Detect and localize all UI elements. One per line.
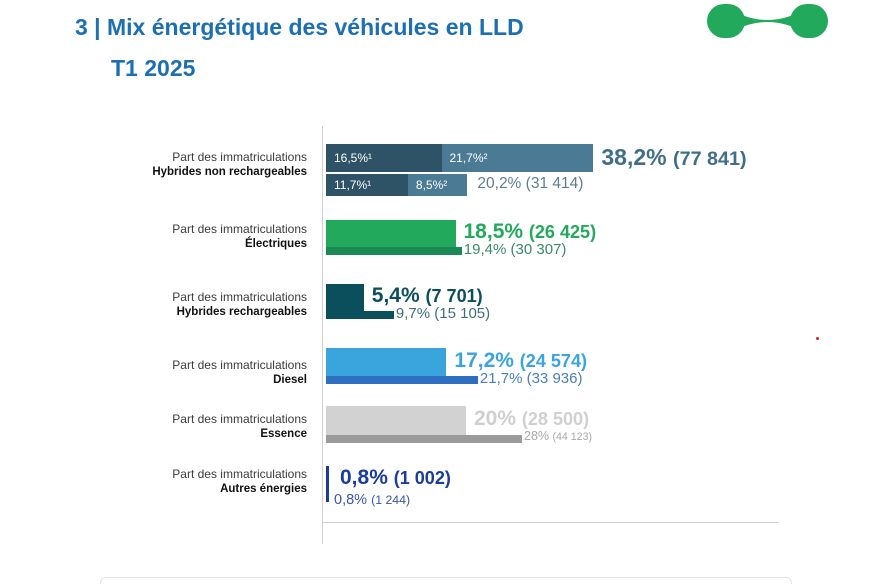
secondary-value-percent: 20,2% bbox=[477, 175, 526, 193]
category-label: Part des immatriculations Électriques bbox=[172, 222, 307, 252]
category-label: Part des immatriculations Autres énergies bbox=[172, 467, 307, 497]
secondary-value-percent: 19,4% bbox=[463, 241, 511, 258]
secondary-value-label: 9,7% (15 105) bbox=[396, 305, 490, 322]
primary-value-percent: 20% bbox=[474, 407, 522, 430]
primary-value-label: 38,2% (77 841) bbox=[601, 144, 746, 171]
secondary-value-label: 19,4% (30 307) bbox=[464, 241, 567, 258]
secondary-bar bbox=[326, 376, 478, 384]
page-title: 3 | Mix énergétique des véhicules en LLD bbox=[75, 14, 524, 40]
secondary-value-label: 21,7% (33 936) bbox=[480, 370, 583, 387]
category-label-name: Hybrides rechargeables bbox=[176, 306, 307, 318]
category-label-name: Essence bbox=[260, 428, 307, 440]
primary-value-count: (7 701) bbox=[425, 286, 483, 306]
primary-bar-segment: 21,7%² bbox=[441, 144, 594, 172]
primary-value-count: (24 574) bbox=[519, 350, 587, 371]
primary-bar bbox=[326, 348, 447, 376]
category-label-top: Part des immatriculations bbox=[172, 222, 307, 236]
primary-value-count: (26 425) bbox=[528, 222, 597, 242]
category-label-top: Part des immatriculations bbox=[172, 150, 307, 164]
primary-value-percent: 17,2% bbox=[454, 348, 520, 372]
secondary-value-count: (44 123) bbox=[552, 431, 593, 443]
secondary-bar bbox=[326, 435, 522, 443]
category-label: Part des immatriculations Essence bbox=[172, 412, 307, 442]
secondary-value-count: (15 105) bbox=[434, 305, 491, 322]
secondary-value-count: (30 307) bbox=[510, 241, 567, 258]
primary-value-label: 0,8% (1 002) bbox=[340, 466, 451, 490]
primary-bar bbox=[326, 406, 466, 435]
category-label-name: Hybrides non rechargeables bbox=[152, 166, 307, 178]
secondary-bar-segment: 8,5%² bbox=[407, 174, 468, 196]
secondary-value-label: 20,2% (31 414) bbox=[477, 175, 583, 193]
category-label-top: Part des immatriculations bbox=[172, 467, 307, 481]
category-label: Part des immatriculations Hybrides rechar… bbox=[172, 290, 307, 320]
primary-value-label: 17,2% (24 574) bbox=[454, 349, 587, 373]
primary-value-percent: 18,5% bbox=[463, 220, 529, 243]
category-label: Part des immatriculations Diesel bbox=[172, 358, 307, 388]
secondary-value-label: 0,8% (1 244) bbox=[334, 492, 410, 508]
secondary-value-count: (33 936) bbox=[526, 370, 583, 387]
category-label-name: Électriques bbox=[245, 238, 307, 250]
footer-panel-edge bbox=[100, 577, 792, 584]
secondary-value-count: (31 414) bbox=[525, 175, 584, 193]
primary-bar-segment: 16,5%¹ bbox=[326, 144, 442, 172]
secondary-bar bbox=[326, 311, 394, 319]
secondary-value-percent: 0,8% bbox=[334, 492, 372, 508]
primary-value-percent: 38,2% bbox=[601, 143, 673, 170]
primary-value-label: 5,4% (7 701) bbox=[372, 284, 483, 308]
primary-value-count: (77 841) bbox=[673, 147, 747, 170]
secondary-value-count: (1 244) bbox=[371, 493, 411, 507]
chart-x-axis-line bbox=[322, 522, 778, 523]
primary-bar bbox=[326, 466, 329, 502]
page-subtitle: T1 2025 bbox=[111, 55, 196, 81]
decorative-dot bbox=[816, 337, 819, 340]
category-label-top: Part des immatriculations bbox=[172, 290, 307, 304]
primary-value-count: (28 500) bbox=[521, 409, 590, 429]
primary-value-count: (1 002) bbox=[393, 467, 451, 488]
secondary-bar bbox=[326, 247, 462, 255]
brand-logo-icon bbox=[707, 4, 828, 38]
secondary-value-percent: 9,7% bbox=[395, 305, 435, 322]
primary-value-label: 20% (28 500) bbox=[474, 407, 589, 431]
primary-value-percent: 0,8% bbox=[340, 465, 394, 489]
chart-y-axis-line bbox=[322, 126, 323, 544]
secondary-value-percent: 21,7% bbox=[479, 370, 527, 387]
primary-value-percent: 5,4% bbox=[371, 284, 426, 307]
primary-value-label: 18,5% (26 425) bbox=[464, 220, 597, 244]
primary-bar bbox=[326, 284, 364, 311]
category-label-name: Diesel bbox=[273, 374, 307, 386]
category-label: Part des immatriculations Hybrides non re… bbox=[152, 150, 307, 180]
category-label-top: Part des immatriculations bbox=[172, 412, 307, 426]
category-label-name: Autres énergies bbox=[220, 483, 307, 495]
secondary-value-percent: 28% bbox=[524, 429, 553, 443]
primary-bar bbox=[326, 220, 456, 247]
secondary-value-label: 28% (44 123) bbox=[524, 429, 592, 443]
secondary-bar-segment: 11,7%¹ bbox=[326, 174, 408, 196]
category-label-top: Part des immatriculations bbox=[172, 358, 307, 372]
